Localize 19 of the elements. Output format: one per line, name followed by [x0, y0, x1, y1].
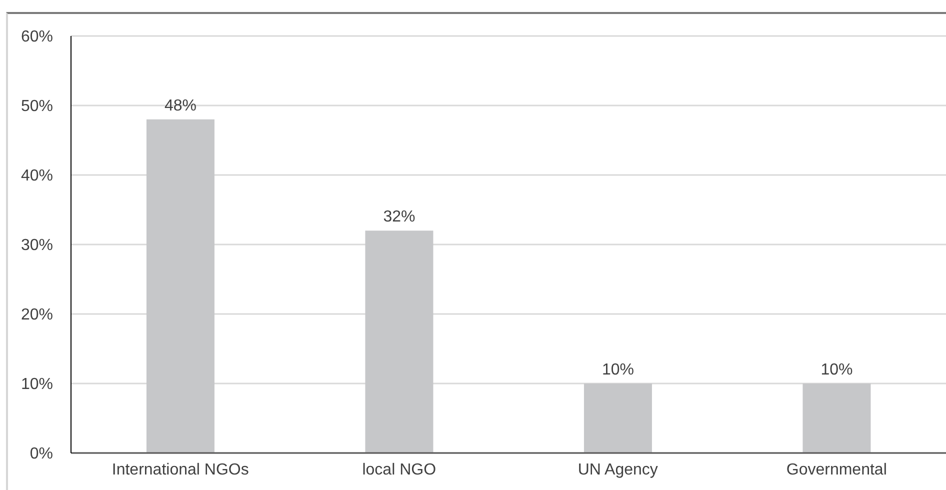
- x-tick-label: International NGOs: [112, 461, 249, 478]
- data-label: 32%: [383, 208, 416, 226]
- y-tick-label: 50%: [20, 98, 53, 116]
- bar: [365, 230, 434, 453]
- bar: [146, 119, 214, 453]
- y-tick-label: 0%: [30, 446, 53, 463]
- x-tick-label: local NGO: [362, 461, 436, 478]
- y-tick-label: 30%: [20, 237, 53, 254]
- y-tick-label: 20%: [20, 306, 53, 324]
- bar: [802, 384, 871, 453]
- data-label: 10%: [820, 362, 853, 378]
- data-label: 48%: [164, 97, 196, 114]
- y-tick-label: 40%: [20, 168, 53, 185]
- y-tick-label: 60%: [20, 28, 53, 46]
- x-tick-label: Governmental: [786, 461, 887, 478]
- y-tick-label: 10%: [20, 376, 53, 394]
- bar: [584, 384, 652, 453]
- data-label: 10%: [602, 362, 634, 378]
- x-tick-label: UN Agency: [578, 461, 658, 478]
